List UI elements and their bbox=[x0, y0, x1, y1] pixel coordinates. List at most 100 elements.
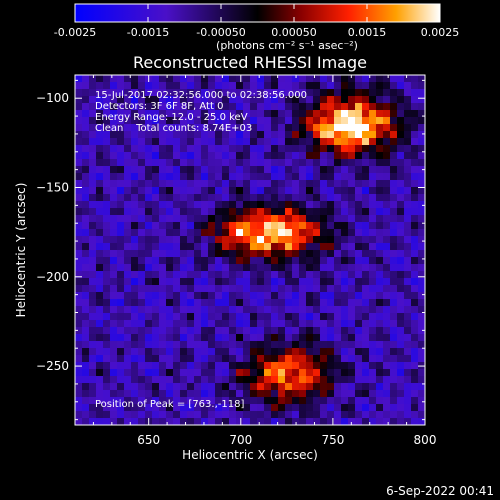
heatmap-cell bbox=[369, 194, 377, 202]
heatmap-cell bbox=[117, 418, 125, 426]
heatmap-cell bbox=[327, 362, 335, 370]
heatmap-cell bbox=[180, 138, 188, 146]
heatmap-cell bbox=[159, 327, 167, 335]
heatmap-cell bbox=[152, 327, 160, 335]
heatmap-cell bbox=[285, 376, 293, 384]
heatmap-cell bbox=[313, 404, 321, 412]
heatmap-cell bbox=[285, 208, 293, 216]
heatmap-cell bbox=[313, 411, 321, 419]
heatmap-cell bbox=[306, 194, 314, 202]
heatmap-cell bbox=[229, 404, 237, 412]
heatmap-cell bbox=[306, 229, 314, 237]
heatmap-cell bbox=[348, 117, 356, 125]
heatmap-cell bbox=[334, 145, 342, 153]
heatmap-cell bbox=[250, 208, 258, 216]
heatmap-cell bbox=[306, 89, 314, 97]
heatmap-cell bbox=[250, 138, 258, 146]
heatmap-cell bbox=[299, 180, 307, 188]
heatmap-cell bbox=[271, 376, 279, 384]
heatmap-cell bbox=[390, 145, 398, 153]
heatmap-cell bbox=[208, 271, 216, 279]
heatmap-cell bbox=[299, 397, 307, 405]
heatmap-cell bbox=[404, 355, 412, 363]
heatmap-cell bbox=[271, 124, 279, 132]
heatmap-cell bbox=[404, 208, 412, 216]
heatmap-cell bbox=[334, 257, 342, 265]
heatmap-cell bbox=[173, 390, 181, 398]
heatmap-cell bbox=[75, 82, 83, 90]
heatmap-cell bbox=[180, 222, 188, 230]
heatmap-cell bbox=[75, 208, 83, 216]
heatmap-cell bbox=[320, 257, 328, 265]
heatmap-cell bbox=[75, 166, 83, 174]
heatmap-cell bbox=[166, 418, 174, 426]
heatmap-cell bbox=[159, 173, 167, 181]
heatmap-cell bbox=[215, 159, 223, 167]
heatmap-cell bbox=[404, 145, 412, 153]
heatmap-cell bbox=[250, 271, 258, 279]
heatmap-cell bbox=[89, 180, 97, 188]
heatmap-cell bbox=[96, 110, 104, 118]
heatmap-cell bbox=[327, 313, 335, 321]
heatmap-cell bbox=[103, 320, 111, 328]
heatmap-cell bbox=[208, 159, 216, 167]
heatmap-cell bbox=[208, 292, 216, 300]
heatmap-cell bbox=[138, 292, 146, 300]
heatmap-cell bbox=[152, 145, 160, 153]
heatmap-cell bbox=[257, 257, 265, 265]
heatmap-cell bbox=[341, 327, 349, 335]
heatmap-cell bbox=[117, 334, 125, 342]
heatmap-cell bbox=[138, 348, 146, 356]
heatmap-cell bbox=[397, 299, 405, 307]
heatmap-cell bbox=[404, 131, 412, 139]
heatmap-cell bbox=[110, 348, 118, 356]
heatmap-cell bbox=[166, 320, 174, 328]
heatmap-cell bbox=[250, 369, 258, 377]
heatmap-cell bbox=[418, 96, 426, 104]
heatmap-cell bbox=[229, 257, 237, 265]
heatmap-cell bbox=[166, 383, 174, 391]
heatmap-cell bbox=[166, 299, 174, 307]
heatmap-cell bbox=[180, 201, 188, 209]
heatmap-cell bbox=[89, 117, 97, 125]
heatmap-cell bbox=[383, 299, 391, 307]
heatmap-cell bbox=[243, 159, 251, 167]
heatmap-cell bbox=[362, 376, 370, 384]
heatmap-cell bbox=[404, 313, 412, 321]
heatmap-cell bbox=[82, 215, 90, 223]
heatmap-cell bbox=[390, 208, 398, 216]
heatmap-cell bbox=[348, 89, 356, 97]
heatmap-cell bbox=[236, 187, 244, 195]
heatmap-cell bbox=[110, 376, 118, 384]
heatmap-cell bbox=[355, 110, 363, 118]
heatmap-cell bbox=[145, 208, 153, 216]
heatmap-cell bbox=[271, 75, 279, 83]
heatmap-cell bbox=[103, 145, 111, 153]
heatmap-cell bbox=[222, 264, 230, 272]
heatmap-cell bbox=[376, 306, 384, 314]
heatmap-cell bbox=[236, 320, 244, 328]
heatmap-cell bbox=[89, 418, 97, 426]
heatmap-cell bbox=[341, 257, 349, 265]
heatmap-cell bbox=[369, 376, 377, 384]
heatmap-cell bbox=[250, 89, 258, 97]
heatmap-cell bbox=[264, 229, 272, 237]
heatmap-cell bbox=[145, 383, 153, 391]
heatmap-cell bbox=[348, 383, 356, 391]
heatmap-cell bbox=[341, 243, 349, 251]
heatmap-cell bbox=[327, 110, 335, 118]
heatmap-cell bbox=[292, 229, 300, 237]
heatmap-cell bbox=[103, 278, 111, 286]
heatmap-cell bbox=[131, 362, 139, 370]
heatmap-cell bbox=[215, 173, 223, 181]
heatmap-cell bbox=[341, 131, 349, 139]
heatmap-cell bbox=[75, 341, 83, 349]
heatmap-cell bbox=[131, 264, 139, 272]
heatmap-cell bbox=[250, 187, 258, 195]
heatmap-cell bbox=[320, 173, 328, 181]
heatmap-cell bbox=[117, 292, 125, 300]
heatmap-cell bbox=[96, 89, 104, 97]
heatmap-cell bbox=[75, 418, 83, 426]
heatmap-cell bbox=[278, 397, 286, 405]
